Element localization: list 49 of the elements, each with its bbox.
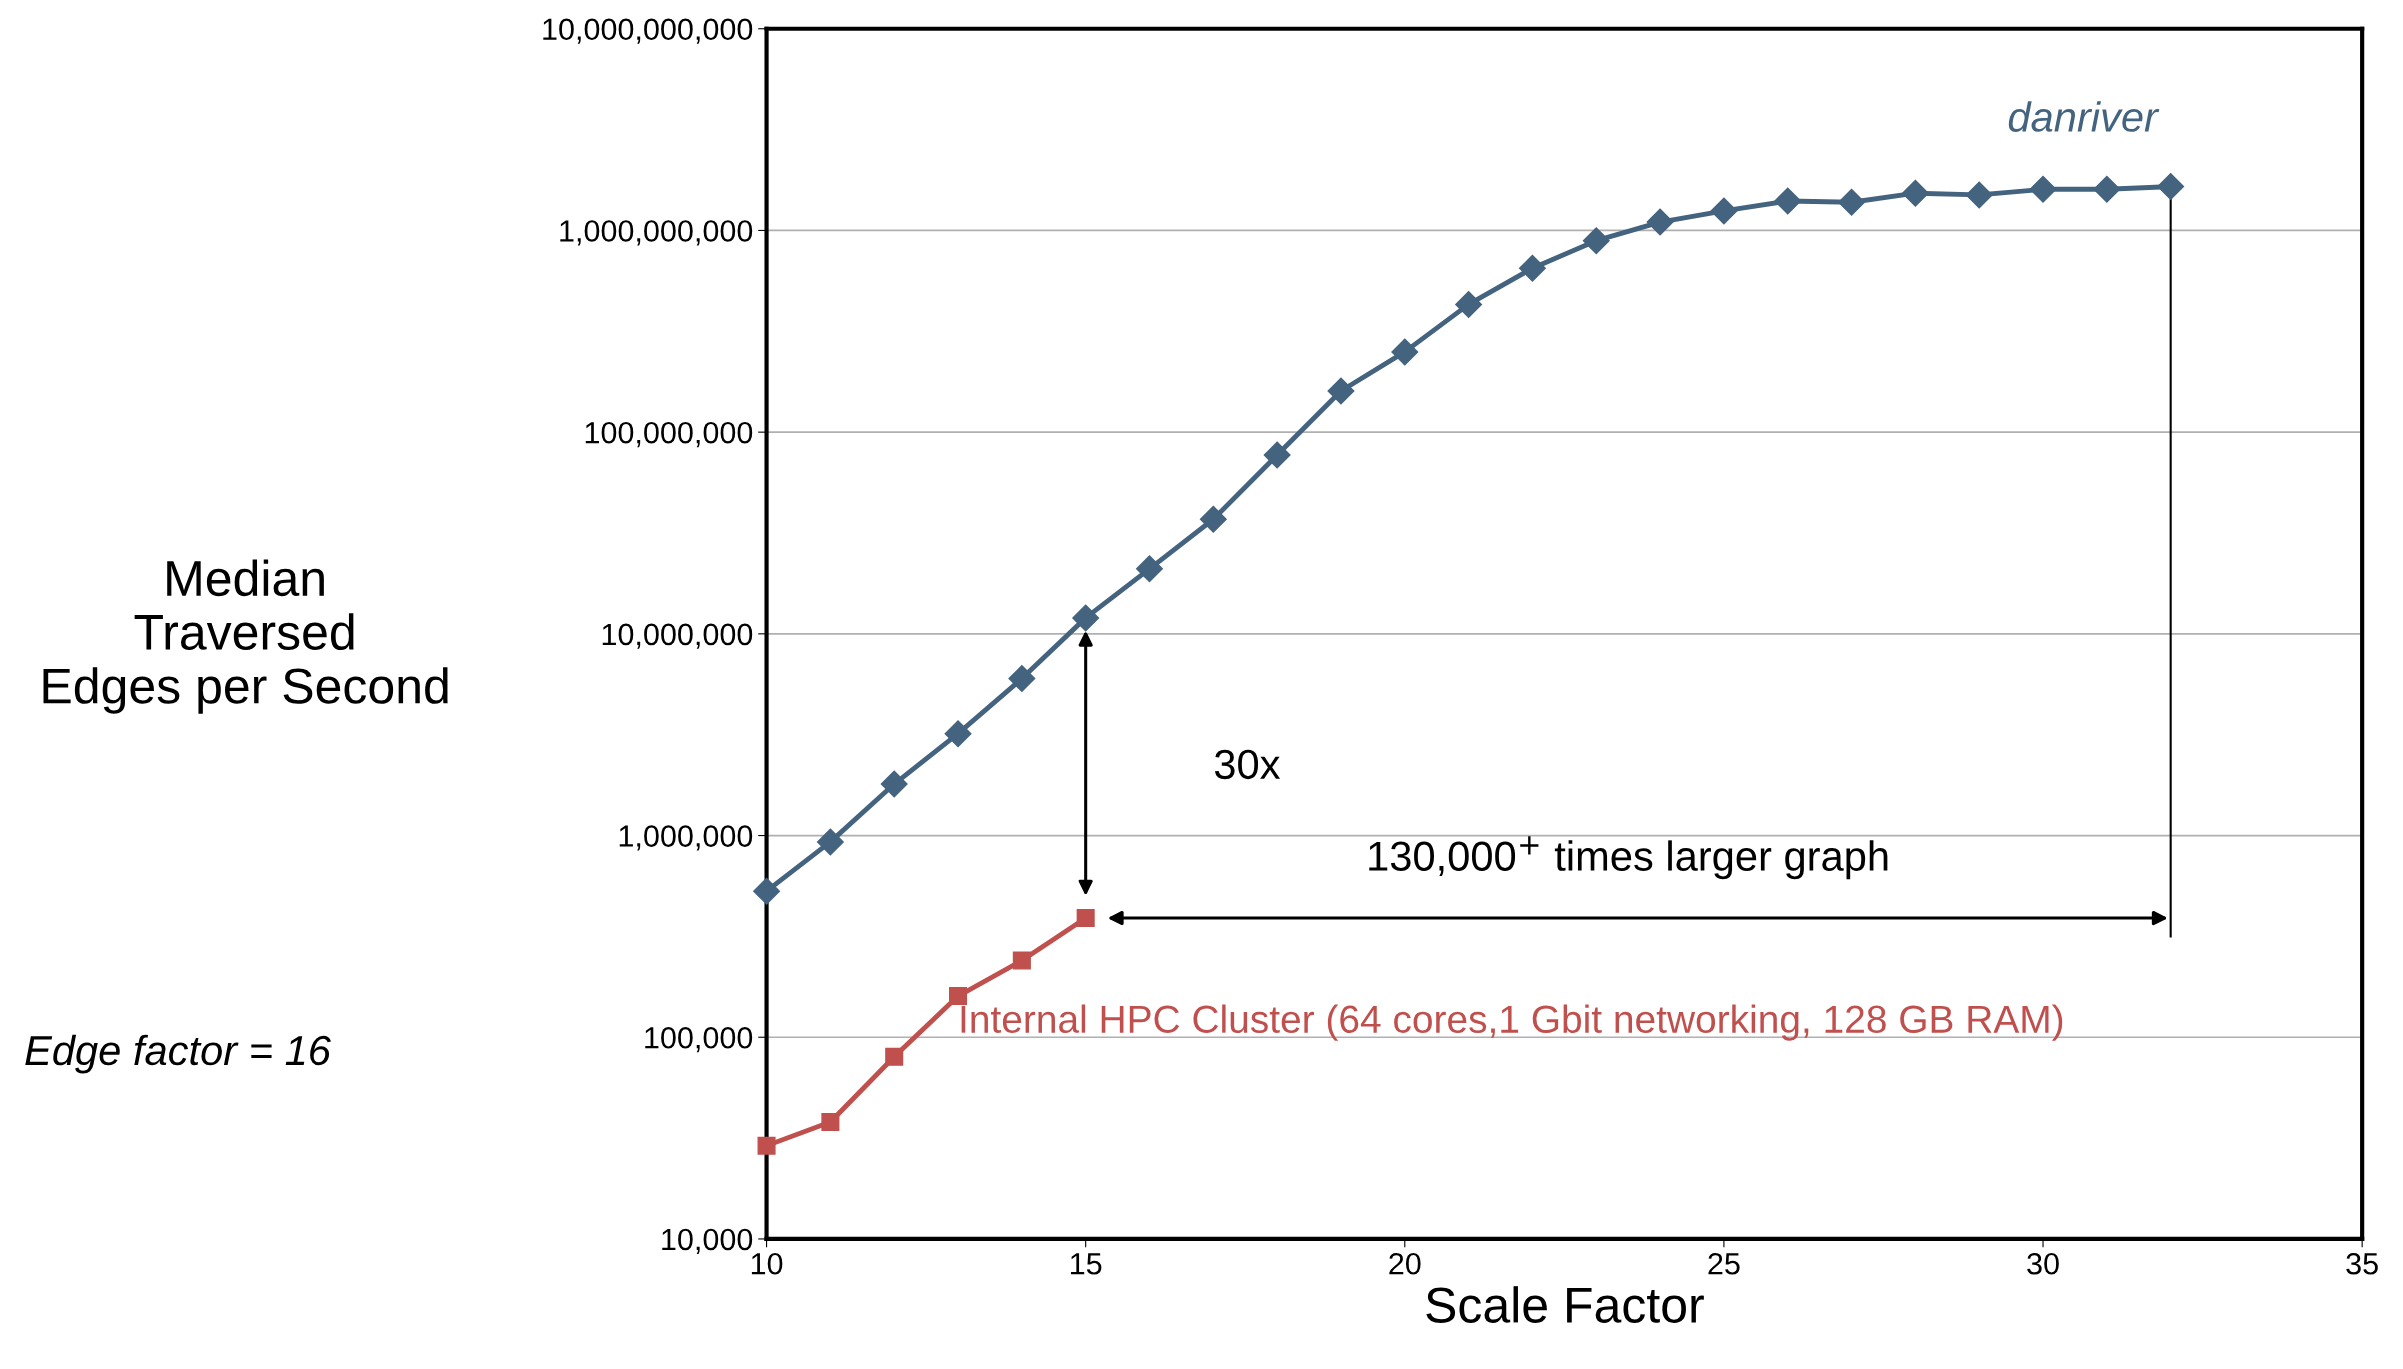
series-label: danriver: [2008, 101, 2160, 132]
point: [821, 1112, 840, 1132]
point: [2157, 173, 2185, 201]
y-tick-label: 10,000,000: [602, 623, 753, 649]
y-tick-label: 100,000: [645, 1026, 753, 1053]
point: [1901, 179, 1929, 207]
text: Edge factor = 16: [25, 1034, 331, 1074]
x-tick-label: 10: [751, 1252, 783, 1275]
point: [944, 720, 972, 748]
x-axis-title: Scale Factor: [1426, 1286, 1704, 1323]
y-tick-label: 10,000: [662, 1228, 753, 1254]
point: [1136, 555, 1163, 583]
y-tick-label: 100,000,000: [585, 421, 753, 448]
x-tick-label: 35: [2346, 1252, 2378, 1275]
point: [2093, 175, 2121, 203]
x-tick-label: 20: [1389, 1252, 1421, 1275]
point: [1965, 181, 1993, 209]
x-tick-label: 30: [2027, 1252, 2059, 1275]
point: [816, 828, 844, 856]
point: [1774, 187, 1802, 215]
point: [2029, 175, 2057, 203]
point: [1455, 290, 1483, 318]
x-tick-label: 25: [1708, 1252, 1740, 1275]
point: [1710, 197, 1738, 225]
point: [1518, 254, 1546, 282]
y-tick-label: 10,000,000,000: [543, 18, 753, 44]
point: [1076, 908, 1095, 928]
point: [753, 877, 781, 905]
y-tick-label: 1,000,000,000: [560, 220, 753, 246]
series-label: Internal HPC Cluster (64 cores,1 Gbit networking, 128 GB RAM): [961, 1004, 2063, 1041]
point: [948, 987, 968, 1006]
point: [1327, 377, 1355, 405]
point: [1582, 227, 1610, 255]
point: [1838, 188, 1866, 216]
point: [1199, 505, 1227, 533]
y-tick-label: 1,000,000: [619, 825, 753, 851]
annotation: 30x: [1214, 749, 1281, 780]
point: [1391, 338, 1419, 366]
point: [1008, 665, 1036, 693]
point: [880, 770, 908, 798]
point: [1646, 208, 1674, 236]
point: [1012, 951, 1031, 970]
point: [885, 1047, 904, 1066]
point: [1263, 441, 1291, 469]
x-tick-label: 15: [1071, 1253, 1102, 1275]
point: [1072, 604, 1100, 632]
annotation: 130,000$^{+}$ times larger graph: [1369, 836, 1888, 880]
point: [757, 1136, 776, 1155]
y-axis-title: Median Traversed Edges per Second: [43, 559, 448, 714]
